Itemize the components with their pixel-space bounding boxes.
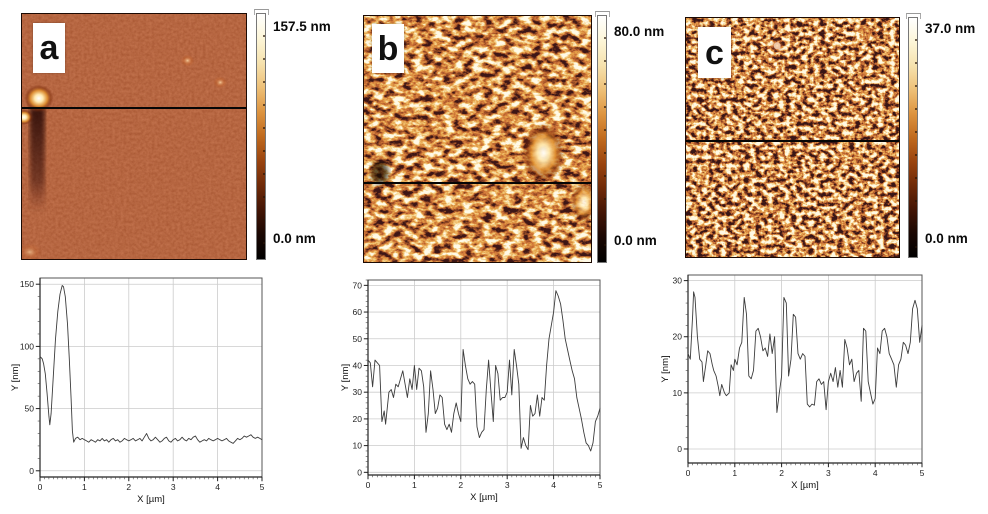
colorbar-cap-b [595,11,610,17]
gridlines [688,275,923,463]
afm-image-a: a [21,13,247,260]
svg-text:5: 5 [920,468,925,478]
profile-line-a [22,107,246,110]
profile-trace [39,285,263,444]
y-axis-label: Y [nm] [660,355,671,382]
plot-frame [39,277,263,478]
svg-text:150: 150 [20,279,34,289]
x-axis-label: X [µm] [791,480,819,491]
colorbar-c [908,17,918,258]
svg-text:3: 3 [171,482,176,492]
svg-text:1: 1 [82,482,87,492]
panel-label-b: b [372,24,404,73]
scale-min-label-b: 0.0 nm [614,233,657,248]
scale-min-label-a: 0.0 nm [273,231,316,246]
colorbar-cap-c [906,13,921,19]
y-axis-label: Y [nm] [340,364,351,391]
profile-trace [687,291,923,413]
tick-labels: 0 1 2 3 4 5 0 10 20 30 [673,276,925,478]
panel-label-c: c [698,27,731,78]
svg-text:0: 0 [38,482,43,492]
axis-ticks [363,279,601,480]
gridlines [40,278,263,477]
svg-text:2: 2 [126,482,131,492]
svg-text:30: 30 [673,276,683,286]
svg-text:20: 20 [673,332,683,342]
x-axis-label: X [µm] [137,494,165,505]
svg-text:70: 70 [353,280,363,290]
svg-text:2: 2 [779,468,784,478]
colorbar-tick-marks [914,18,917,257]
axis-ticks [683,280,923,468]
scale-min-label-c: 0.0 nm [925,231,968,246]
svg-text:3: 3 [505,480,510,490]
svg-text:0: 0 [677,444,682,454]
svg-text:1: 1 [412,480,417,490]
profile-trace [367,290,601,452]
profile-line-c [686,139,899,142]
svg-text:2: 2 [458,480,463,490]
svg-text:3: 3 [826,468,831,478]
scale-max-label-a: 157.5 nm [273,19,331,34]
colorbar-a [256,13,266,260]
y-axis-label: Y [nm] [10,364,21,391]
axis-ticks [35,283,263,482]
colorbar-tick-marks [603,16,606,262]
svg-text:40: 40 [353,360,363,370]
svg-text:100: 100 [20,341,34,351]
bright-particle [23,84,54,113]
afm-image-b: b [363,15,592,263]
svg-text:60: 60 [353,307,363,317]
plot-frame [687,274,923,464]
scale-max-label-c: 37.0 nm [925,21,976,36]
svg-text:10: 10 [673,388,683,398]
colorbar-tick-marks [262,14,265,259]
bright-region [522,123,565,183]
svg-text:4: 4 [873,468,878,478]
svg-text:50: 50 [25,404,35,414]
colorbar-cap-a [254,9,269,15]
svg-text:50: 50 [353,334,363,344]
svg-text:5: 5 [598,480,603,490]
svg-text:4: 4 [551,480,556,490]
afm-image-c: c [685,17,900,258]
svg-text:1: 1 [732,468,737,478]
svg-text:4: 4 [215,482,220,492]
svg-text:10: 10 [353,441,363,451]
panel-label-a: a [33,23,65,73]
svg-text:0: 0 [357,467,362,477]
profile-chart-c: 0 1 2 3 4 5 0 10 20 30 X [µm] Y [nm] [658,268,968,514]
afm-texture-a [22,14,246,259]
gridlines [368,280,601,475]
svg-text:20: 20 [353,414,363,424]
svg-text:30: 30 [353,387,363,397]
scale-max-label-b: 80.0 nm [614,24,665,39]
svg-text:0: 0 [366,480,371,490]
x-axis-label: X [µm] [470,492,498,503]
svg-text:5: 5 [260,482,265,492]
colorbar-b [597,15,607,263]
svg-text:0: 0 [686,468,691,478]
svg-text:0: 0 [29,466,34,476]
profile-line-b [364,182,591,185]
